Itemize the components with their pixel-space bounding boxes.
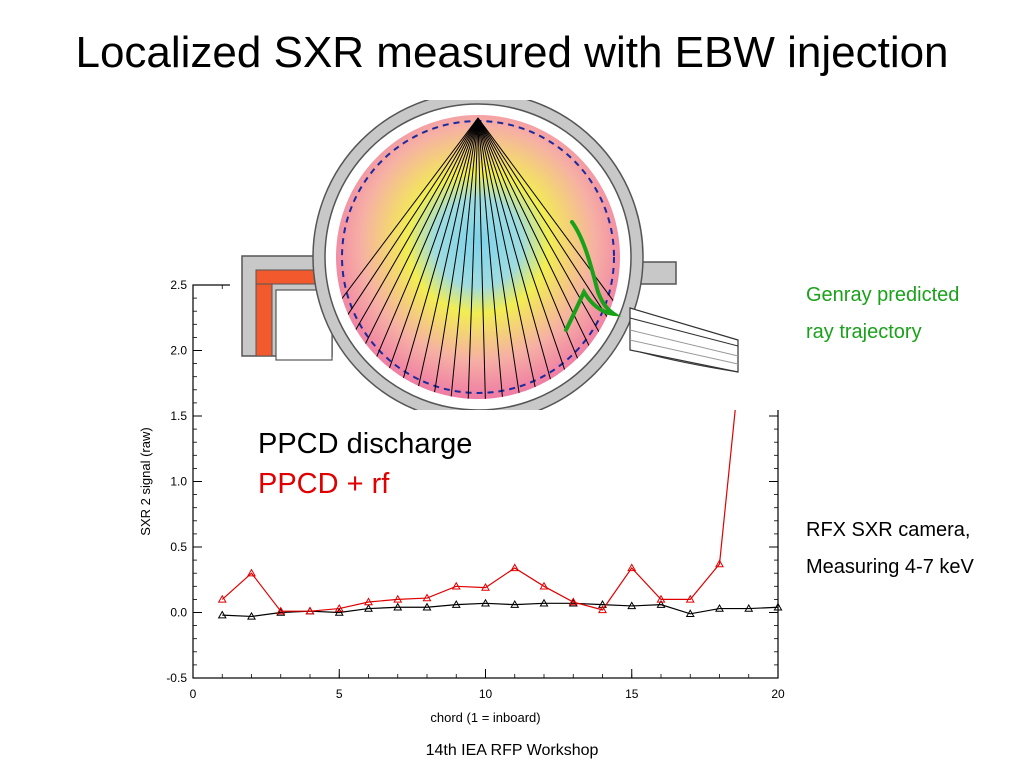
x-axis-title: chord (1 = inboard) [430,710,540,725]
data-point [247,568,256,577]
data-point [627,563,637,572]
sxr-chord [336,117,479,386]
sxr-chord [477,117,564,399]
vessel-cross-section-diagram [230,100,790,410]
data-point [393,602,403,611]
data-point [481,598,490,607]
series-1 [217,272,783,615]
data-point [656,600,666,608]
legend-ppcd-discharge: PPCD discharge [258,428,473,460]
sxr-chord [427,117,479,399]
data-point [451,581,461,590]
x-tick-label: 20 [771,687,785,701]
data-point [627,601,637,610]
series-line [222,602,779,618]
data-point [247,611,256,620]
x-tick-label: 0 [190,687,197,701]
data-point [773,602,783,611]
series-layer [217,272,783,620]
y-tick-label: 1.5 [170,409,187,423]
data-point [539,581,549,590]
sxr-chord [408,117,479,399]
data-point [685,594,695,603]
data-point [715,603,724,612]
sxr-chord [477,117,507,399]
sxr-chord [389,117,479,399]
data-point [364,597,373,606]
data-point [305,606,315,615]
data-point [276,607,286,616]
data-point [393,594,403,603]
sxr-chord [477,117,620,376]
slide-footer: 14th IEA RFP Workshop [425,742,599,759]
camera-annotation-line2: Measuring 4-7 keV [806,556,974,578]
y-axis-title: SXR 2 signal (raw) [138,427,153,535]
data-point [217,594,227,603]
sxr-chord [466,117,479,399]
y-tick-label: 2.0 [170,344,187,358]
data-point [510,600,520,608]
genray-annotation-line1: Genray predicted [806,284,960,306]
data-point [598,605,607,614]
y-tick-label: 0.5 [170,540,187,554]
data-point [217,610,227,619]
data-point [481,583,490,591]
sxr-chord [477,117,546,399]
data-point [276,606,286,615]
data-point [422,593,432,602]
sxr-chord [477,117,487,399]
data-point [715,559,724,568]
genray-ray-trajectory [564,220,622,332]
data-point [334,603,344,612]
series-0 [217,598,783,620]
x-tick-label: 15 [625,687,639,701]
y-tick-label: 1.0 [170,475,187,489]
genray-annotation: Genray predicted ray trajectory [806,277,959,351]
sxr-chord [477,117,620,387]
x-tick-label: 5 [336,687,343,701]
y-tick-label: 0.0 [170,606,187,620]
genray-annotation-line2: ray trajectory [806,321,922,343]
data-point [744,603,754,612]
slide-title: Localized SXR measured with EBW injectio… [75,28,949,77]
data-point [334,607,344,616]
data-point [598,600,607,608]
data-point [685,609,695,618]
data-point [656,594,666,603]
data-point [568,597,578,606]
camera-annotation: RFX SXR camera, Measuring 4-7 keV [806,512,974,586]
camera-annotation-line1: RFX SXR camera, [806,519,971,541]
sxr-chord [477,117,526,399]
data-point [510,563,520,572]
data-point [539,598,549,607]
data-point [422,602,432,611]
plasma [336,115,620,399]
data-point [451,600,461,608]
y-tick-label: -0.5 [166,671,187,685]
y-tick-label: 2.5 [170,278,187,292]
x-tick-label: 10 [479,687,493,701]
series-line [221,276,779,612]
axes: 0 5 10 15 20 -0.5 0.0 0.5 1.0 1.5 2.0 2.5 chord (1 =… [138,278,785,725]
sxr-chord [446,117,479,399]
data-point [364,603,373,612]
legend-ppcd-rf: PPCD + rf [258,468,390,500]
sxr-chord [336,117,479,374]
